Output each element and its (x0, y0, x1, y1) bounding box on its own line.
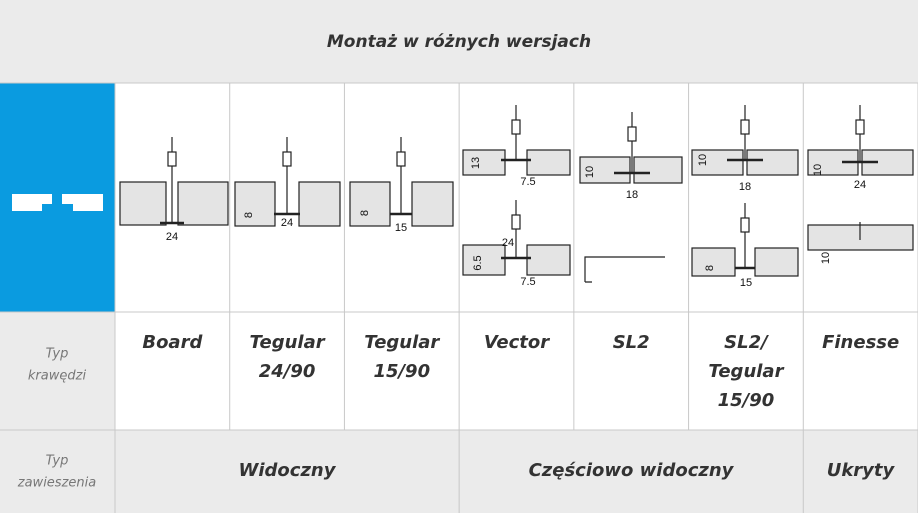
clip (627, 126, 637, 142)
column-name: Finesse (822, 332, 899, 353)
clip (396, 151, 406, 167)
panel (579, 156, 631, 184)
column-name: Tegular (250, 332, 326, 353)
dimension-label: 10 (820, 252, 832, 264)
dimension-label: 15 (740, 277, 752, 289)
row-label: krawędzi (28, 369, 87, 384)
dimension-label: 18 (626, 189, 638, 201)
suspension-type: Widoczny (239, 460, 337, 481)
row-label: Typ (46, 454, 69, 469)
panel (119, 181, 167, 226)
panel (526, 244, 571, 276)
dimension-label: 7.5 (520, 176, 535, 188)
angle (584, 256, 665, 283)
panel (234, 181, 276, 227)
dimension-label: 24 (281, 217, 293, 229)
clip (511, 214, 521, 230)
column-name: Board (142, 332, 203, 353)
clip (740, 217, 750, 233)
panel (177, 181, 229, 226)
dimension-label: 24 (166, 231, 178, 243)
panel (746, 149, 799, 176)
panel (462, 244, 506, 276)
title: Montaż w różnych wersjach (327, 32, 591, 52)
dimension-label: 8 (704, 265, 716, 271)
dimension-label: 8 (243, 212, 255, 218)
column-name: SL2/ (724, 332, 769, 353)
panel (411, 181, 454, 227)
header-bg (0, 0, 918, 83)
panel (526, 149, 571, 176)
dimension-label: 24 (502, 237, 514, 249)
panel (691, 247, 736, 277)
dimension-label: 15 (395, 222, 407, 234)
label-bg (0, 312, 115, 430)
dimension-label: 6.5 (472, 255, 484, 270)
column-name: 15/90 (373, 361, 430, 382)
column-name: 15/90 (718, 390, 775, 411)
column-name: Vector (484, 332, 550, 353)
panel (754, 247, 799, 277)
panel (691, 149, 744, 176)
row-label: Typ (46, 347, 69, 362)
column-name: Tegular (364, 332, 440, 353)
dimension-label: 8 (359, 210, 371, 216)
panel (633, 156, 683, 184)
panel (462, 149, 506, 176)
clip (855, 119, 865, 135)
suspension-type: Ukryty (827, 460, 896, 481)
dimension-label: 10 (812, 164, 824, 176)
dimension-label: 13 (470, 157, 482, 169)
panel (349, 181, 391, 227)
clip (282, 151, 292, 167)
clip (740, 119, 750, 135)
column-name: 24/90 (259, 361, 316, 382)
suspension-type: Częściowo widoczny (529, 460, 735, 481)
row-label: zawieszenia (17, 476, 96, 491)
dimension-label: 10 (584, 166, 596, 178)
dimension-label: 7.5 (520, 276, 535, 288)
dimension-label: 24 (854, 179, 866, 191)
clip (511, 119, 521, 135)
dimension-label: 18 (739, 181, 751, 193)
panel (298, 181, 341, 227)
column-name: Tegular (708, 361, 784, 382)
clip (167, 151, 177, 167)
edge-icon (12, 194, 103, 211)
dimension-label: 10 (697, 154, 709, 166)
column-name: SL2 (613, 332, 650, 353)
